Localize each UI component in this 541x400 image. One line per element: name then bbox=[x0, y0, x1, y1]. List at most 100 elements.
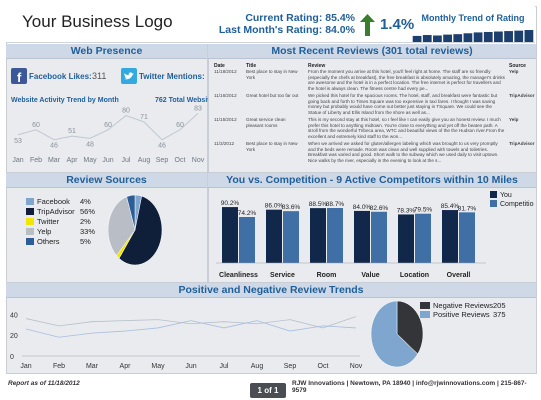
you-legend-label: You bbox=[500, 192, 512, 199]
trend-month-label: Mar bbox=[86, 363, 99, 370]
business-logo: Your Business Logo bbox=[22, 12, 173, 31]
competition-title: You vs. Competition - 9 Active Competito… bbox=[208, 173, 536, 188]
website-activity-chart: 53 Jan 60 Feb 46 Mar 51 Apr 48 May 60 Jun 80 Jul 71 Aug… bbox=[12, 105, 205, 164]
category-label: Room bbox=[317, 272, 337, 279]
bar-value-label: 84.0% bbox=[353, 204, 372, 211]
company-info: RJW Innovations | Newtown, PA 18940 | in… bbox=[292, 380, 527, 394]
positive-reviews-value: 375 bbox=[493, 310, 506, 319]
web-presence-title: Web Presence bbox=[6, 44, 207, 59]
source-legend-item: Facebook 4% bbox=[26, 197, 96, 206]
review-text: This is my second stay at this hotel, so… bbox=[308, 117, 505, 139]
source-legend-swatch bbox=[26, 218, 34, 225]
reviews-table: Date Title Review Source 11/18/2012 Best … bbox=[212, 63, 535, 169]
activity-value-label: 46 bbox=[50, 143, 58, 150]
source-legend-swatch bbox=[26, 238, 34, 245]
y-tick-label: 0 bbox=[10, 354, 14, 361]
twitter-mentions-label: Twitter Mentions: bbox=[139, 72, 205, 81]
last-month-rating: Last Month's Rating: 84.0% bbox=[218, 24, 355, 36]
current-rating: Current Rating: 85.4% bbox=[245, 12, 355, 24]
competition-bar bbox=[239, 216, 255, 263]
trend-month-label: Sep bbox=[284, 363, 297, 370]
total-website-hits: 762 Total Website Hits bbox=[155, 97, 229, 104]
review-title: Great service clean pleasant rooms bbox=[246, 117, 286, 128]
col-review: Review bbox=[308, 63, 326, 69]
negative-reviews-value: 205 bbox=[493, 301, 506, 310]
trend-month-label: May bbox=[151, 363, 165, 370]
activity-value-label: 60 bbox=[32, 122, 40, 129]
activity-month-label: Aug bbox=[138, 157, 151, 164]
review-trends-title: Positive and Negative Review Trends bbox=[6, 283, 536, 298]
bar-value-label: 81.7% bbox=[458, 205, 477, 212]
source-legend-swatch bbox=[26, 208, 34, 215]
page-indicator[interactable]: 1 of 1 bbox=[250, 383, 286, 398]
source-legend-label: Others bbox=[37, 237, 60, 246]
bar-value-label: 82.6% bbox=[370, 205, 389, 212]
trend-month-label: Apr bbox=[120, 363, 132, 370]
activity-month-label: Nov bbox=[192, 157, 205, 164]
competition-bar bbox=[371, 211, 387, 263]
trend-bar bbox=[483, 31, 493, 42]
source-legend-item: Others 5% bbox=[26, 237, 96, 246]
category-label: Location bbox=[400, 272, 429, 279]
competition-bar bbox=[283, 211, 299, 263]
review-sources-title: Review Sources bbox=[6, 173, 207, 188]
bar-value-label: 83.6% bbox=[282, 204, 301, 211]
source-legend-label: Facebook bbox=[37, 197, 70, 206]
trend-month-label: Feb bbox=[53, 363, 65, 370]
positive-trend-line bbox=[25, 320, 357, 338]
category-label: Value bbox=[361, 272, 379, 279]
source-pie-slice bbox=[126, 194, 136, 231]
col-date: Date bbox=[214, 63, 225, 69]
source-legend-value: 56% bbox=[80, 207, 96, 216]
you-legend-swatch bbox=[490, 191, 497, 198]
monthly-trend-title: Monthly Trend of Rating bbox=[421, 13, 525, 23]
source-legend-item: Yelp 33% bbox=[26, 227, 96, 236]
activity-line bbox=[17, 113, 199, 141]
source-pie-slice bbox=[118, 195, 163, 266]
bar-value-label: 74.2% bbox=[238, 210, 257, 217]
review-source: Yelp bbox=[509, 69, 519, 74]
review-sources-panel bbox=[6, 173, 208, 283]
activity-value-label: 48 bbox=[86, 141, 94, 148]
source-legend-label: Yelp bbox=[37, 227, 52, 236]
trend-bar bbox=[463, 33, 473, 42]
trend-bar bbox=[453, 34, 463, 42]
facebook-likes-value: 311 bbox=[92, 71, 107, 81]
bar-value-label: 78.3% bbox=[397, 207, 416, 214]
trend-bar bbox=[422, 35, 432, 42]
you-bar bbox=[222, 207, 238, 263]
activity-value-label: 46 bbox=[158, 143, 166, 150]
trend-month-label: Jun bbox=[185, 363, 196, 370]
review-sources-legend: Facebook 4% TripAdvisor 56% Twitter 2% Yelp 33%… bbox=[26, 197, 96, 247]
review-trends-chart: 40 20 0 Jan Feb Mar Apr May Jun Jul Aug Sep Oct Nov bbox=[10, 312, 363, 370]
you-bar bbox=[354, 210, 370, 263]
positive-reviews-label: Positive Reviews bbox=[433, 310, 490, 319]
rating-change: 1.4% bbox=[380, 16, 415, 33]
review-source: TripAdvisor bbox=[509, 93, 535, 98]
activity-value-label: 60 bbox=[176, 122, 184, 129]
trend-bar bbox=[412, 35, 422, 42]
category-label: Cleanliness bbox=[219, 272, 258, 279]
you-bar bbox=[266, 209, 282, 263]
svg-text:f: f bbox=[17, 70, 22, 84]
activity-value-label: 71 bbox=[140, 114, 148, 121]
trend-bar bbox=[504, 31, 513, 42]
activity-value-label: 51 bbox=[68, 128, 76, 135]
trend-bar bbox=[433, 35, 442, 42]
trend-month-label: Jul bbox=[220, 363, 229, 370]
monthly-trend-bars bbox=[412, 30, 534, 42]
source-legend-label: Twitter bbox=[37, 217, 60, 226]
bar-value-label: 79.5% bbox=[414, 207, 433, 214]
activity-month-label: Jan bbox=[12, 157, 23, 164]
you-bar bbox=[442, 210, 458, 263]
activity-month-label: Oct bbox=[175, 157, 186, 164]
trend-month-label: Aug bbox=[251, 363, 264, 370]
bar-value-label: 86.0% bbox=[265, 203, 284, 210]
source-pie-slice bbox=[107, 196, 136, 256]
review-source: TripAdvisor bbox=[509, 141, 535, 146]
source-legend-item: TripAdvisor 56% bbox=[26, 207, 96, 216]
report-date: Report as of 11/18/2012 bbox=[8, 380, 80, 387]
competition-bar bbox=[327, 208, 343, 263]
source-legend-label: TripAdvisor bbox=[37, 207, 75, 216]
source-legend-item: Twitter 2% bbox=[26, 217, 96, 226]
